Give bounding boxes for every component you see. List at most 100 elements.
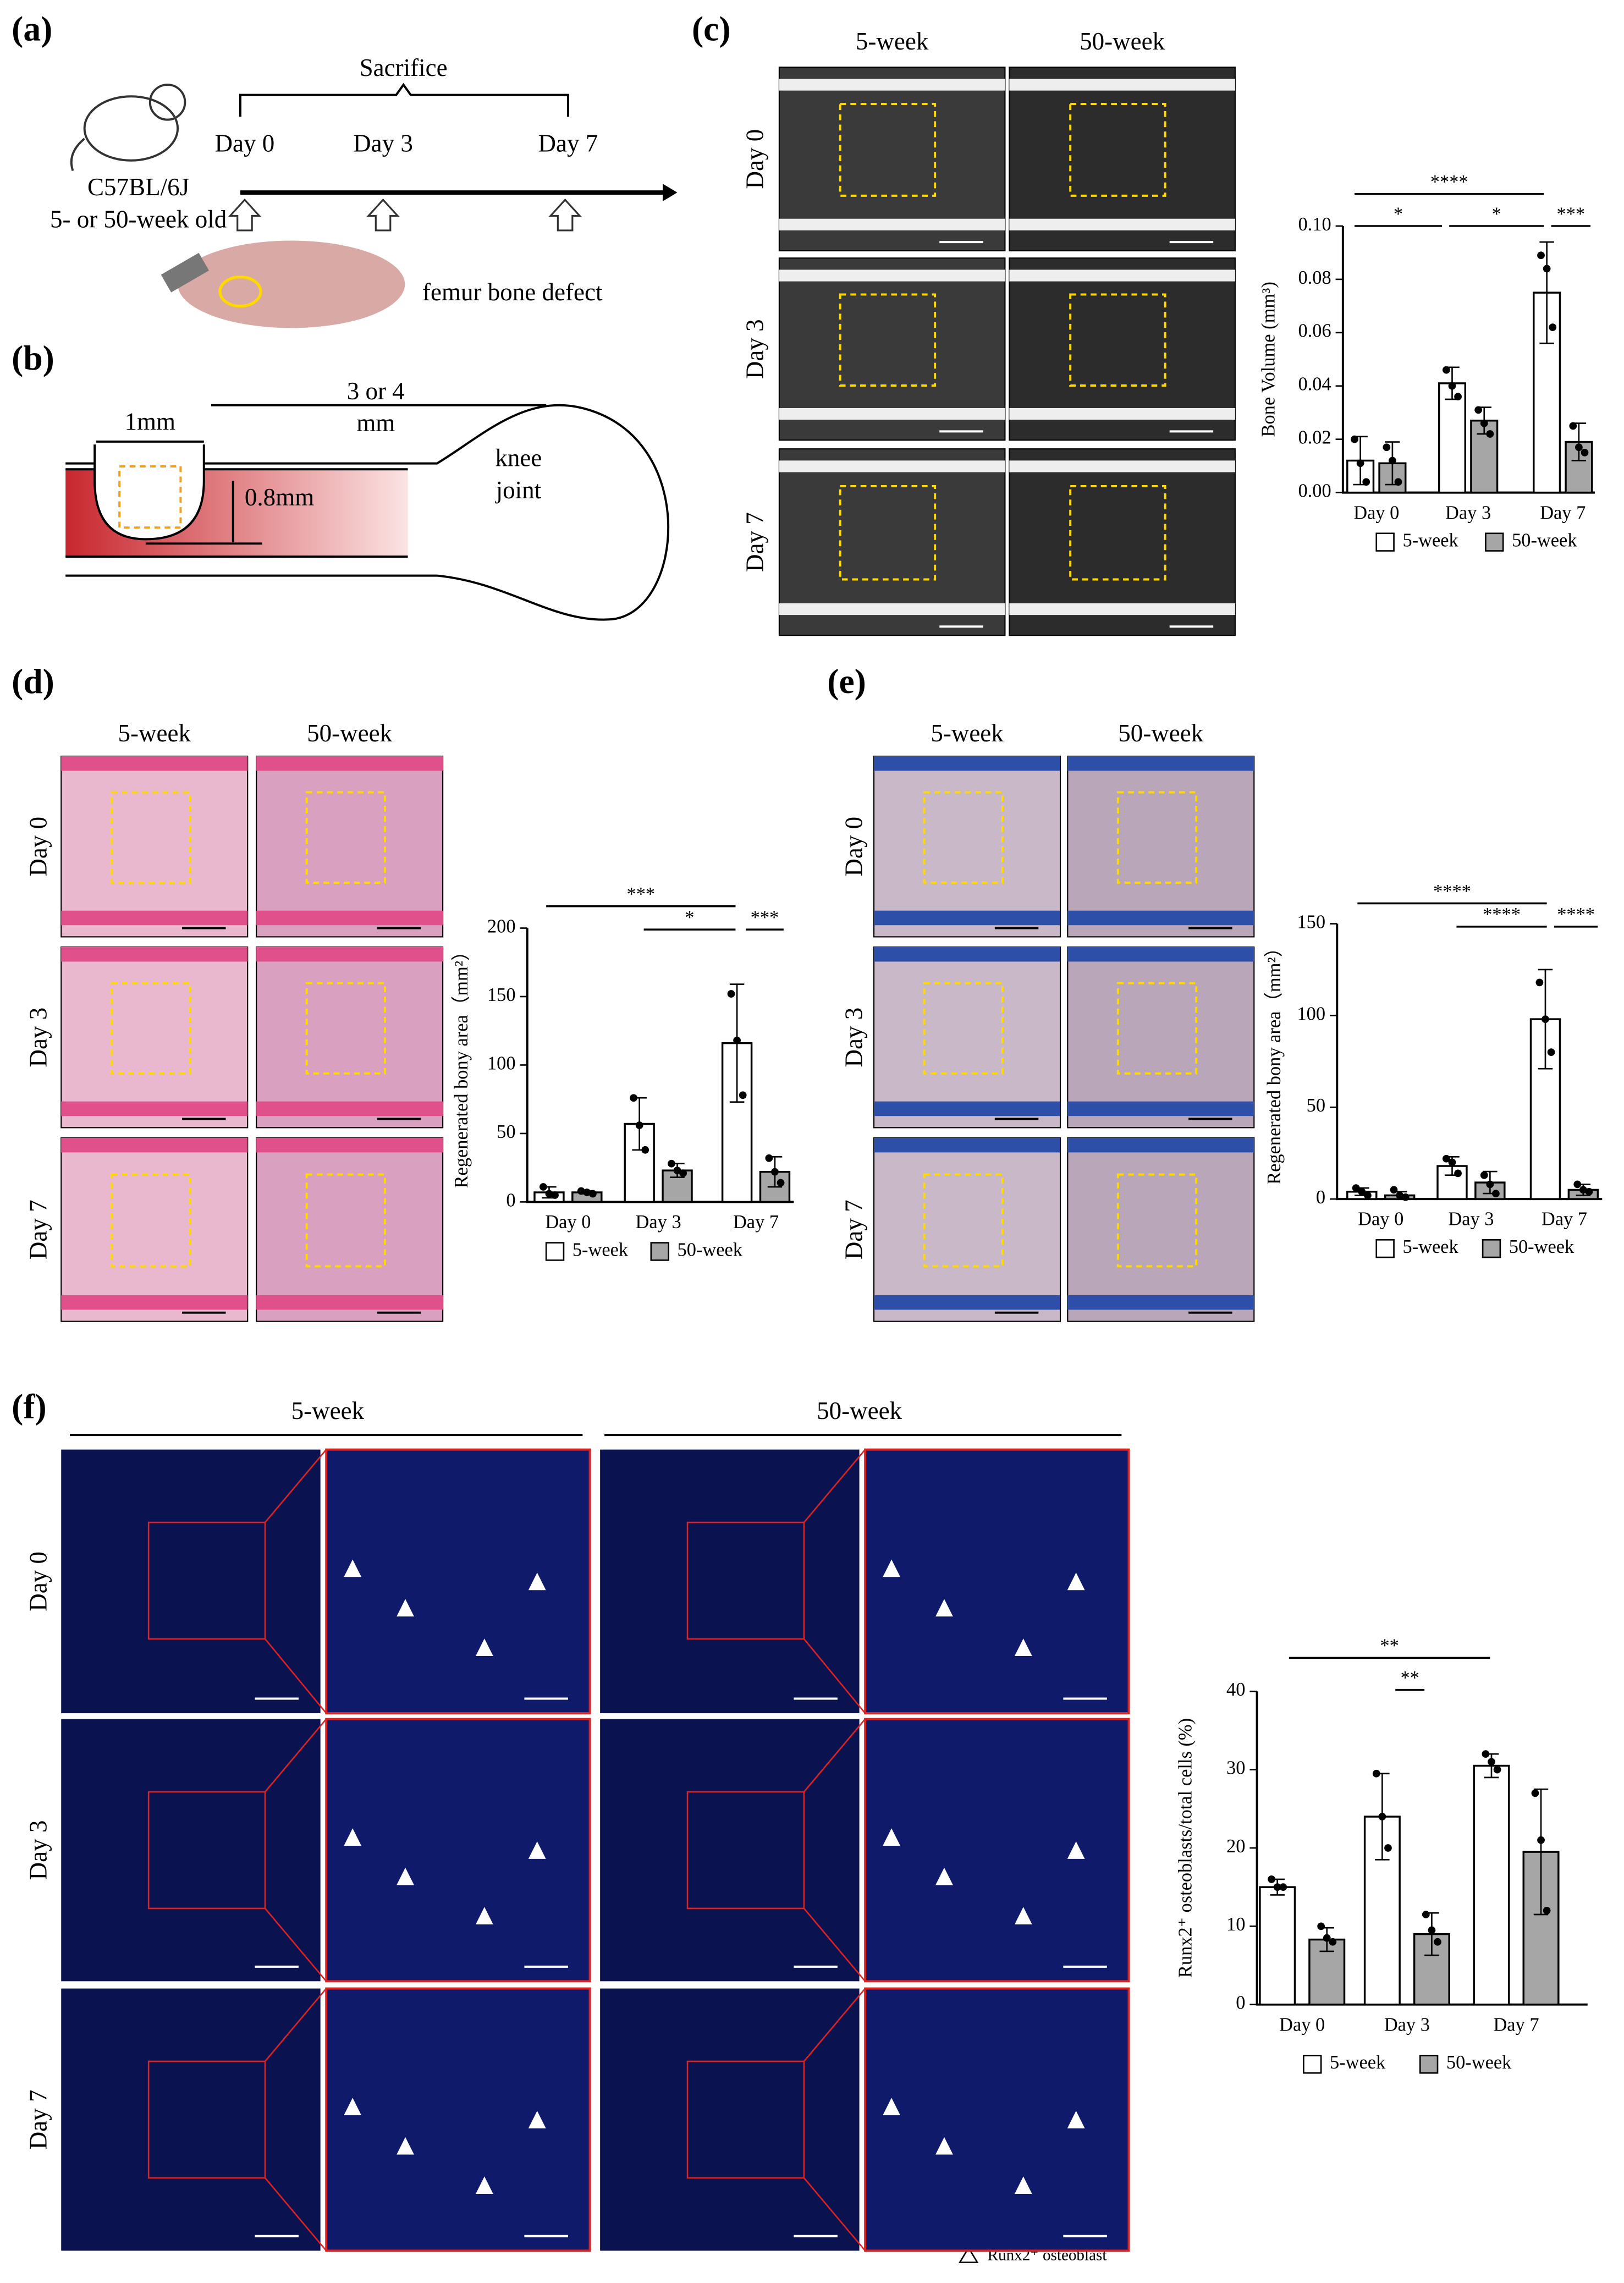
y-tick-label: 0.06 bbox=[1298, 321, 1331, 342]
bone-band bbox=[874, 1137, 1061, 1153]
bone-band bbox=[874, 910, 1061, 926]
data-point bbox=[777, 1179, 785, 1187]
bone-band bbox=[1067, 1295, 1254, 1310]
row-label: Day 0 bbox=[840, 817, 868, 877]
legend-label: 5-week bbox=[572, 1239, 629, 1260]
data-point bbox=[727, 990, 735, 998]
y-tick-label: 10 bbox=[1226, 1914, 1245, 1935]
marker-triangle bbox=[528, 1841, 546, 1859]
image bbox=[1067, 755, 1255, 938]
bone-band bbox=[779, 269, 1005, 282]
data-point bbox=[1443, 1154, 1450, 1163]
bone-band bbox=[256, 756, 443, 771]
dimension-lines bbox=[96, 404, 547, 545]
image bbox=[873, 755, 1061, 938]
data-point bbox=[1279, 1883, 1287, 1891]
legend-label: 5-week bbox=[1330, 2052, 1386, 2073]
strain: C57BL/6J bbox=[87, 173, 189, 201]
x-tick-label: Day 3 bbox=[1384, 2014, 1430, 2035]
significance-label: * bbox=[685, 907, 694, 928]
data-point bbox=[545, 1190, 553, 1198]
legend-swatch bbox=[1375, 532, 1395, 552]
legend-label: 50-week bbox=[1509, 1236, 1575, 1257]
data-point bbox=[1547, 1048, 1555, 1057]
marker-triangle bbox=[528, 2111, 546, 2128]
data-point bbox=[673, 1167, 681, 1175]
row-label: Day 3 bbox=[741, 319, 769, 379]
defect bbox=[93, 444, 205, 541]
panel-label: (b) bbox=[12, 338, 54, 377]
bone-band bbox=[1009, 460, 1235, 472]
zoom-box bbox=[147, 2060, 266, 2179]
significance-label: **** bbox=[1557, 904, 1595, 925]
y-tick-label: 0 bbox=[1316, 1187, 1325, 1208]
axis bbox=[1336, 923, 1603, 1201]
marker-triangle bbox=[1067, 1841, 1085, 1859]
y-tick-label: 50 bbox=[497, 1121, 515, 1142]
bone-band bbox=[256, 910, 443, 926]
data-point bbox=[1356, 459, 1364, 467]
legend-label: 50-week bbox=[1512, 530, 1577, 551]
roi-box bbox=[923, 1173, 1004, 1268]
roi-box bbox=[1116, 791, 1198, 884]
significance-label: **** bbox=[1433, 881, 1471, 902]
data-point bbox=[583, 1189, 591, 1196]
bone-band bbox=[874, 1101, 1061, 1116]
defect-circle bbox=[218, 276, 262, 308]
data-point bbox=[1454, 393, 1462, 401]
y-tick-label: 0.04 bbox=[1298, 374, 1331, 395]
image bbox=[600, 1719, 860, 1982]
defect-label: femur bone defect bbox=[422, 278, 603, 306]
row-label: Day 0 bbox=[741, 129, 769, 189]
image bbox=[60, 755, 249, 938]
significance-label: **** bbox=[1483, 904, 1521, 925]
x-tick-label: Day 7 bbox=[1542, 1209, 1587, 1230]
panel-label: (d) bbox=[12, 662, 54, 701]
bone-band bbox=[779, 408, 1005, 420]
panel-label: (c) bbox=[692, 9, 731, 48]
data-point bbox=[1585, 1187, 1593, 1196]
bone-band bbox=[61, 1295, 248, 1310]
data-point bbox=[1396, 1191, 1404, 1200]
x-tick-label: Day 0 bbox=[1358, 1209, 1403, 1230]
data-point bbox=[1372, 1769, 1380, 1778]
x-tick-label: Day 0 bbox=[1353, 502, 1399, 523]
x-tick-label: Day 7 bbox=[733, 1212, 779, 1233]
legend-swatch bbox=[1303, 2055, 1322, 2074]
day-label: Day 0 bbox=[215, 130, 275, 157]
data-point bbox=[1486, 1180, 1494, 1189]
bone-band bbox=[1067, 947, 1254, 962]
zoom-box bbox=[686, 1791, 805, 1910]
zoom-line bbox=[803, 1449, 866, 1523]
data-point bbox=[771, 1168, 779, 1176]
bracket bbox=[239, 82, 569, 117]
marker-triangle bbox=[883, 2098, 900, 2115]
y-tick-label: 0.10 bbox=[1298, 214, 1331, 235]
image bbox=[325, 1448, 591, 1714]
data-point bbox=[1329, 1938, 1337, 1946]
data-point bbox=[733, 1036, 741, 1044]
bone-band bbox=[1067, 910, 1254, 926]
data-point bbox=[1535, 978, 1544, 987]
age: 5- or 50-week old bbox=[50, 205, 227, 233]
row-label: Day 0 bbox=[24, 817, 52, 877]
row-label: Day 3 bbox=[24, 1008, 52, 1068]
marker-triangle bbox=[1067, 1572, 1085, 1591]
marker-triangle bbox=[1067, 2111, 1085, 2128]
y-tick-label: 200 bbox=[487, 916, 516, 937]
y-tick-label: 150 bbox=[487, 984, 516, 1005]
data-point bbox=[1492, 1190, 1500, 1197]
y-tick-label: 40 bbox=[1226, 1679, 1245, 1700]
zoom-box bbox=[147, 1791, 266, 1910]
mouse-icon bbox=[70, 84, 186, 171]
bone-band bbox=[874, 947, 1061, 962]
triangle-legend bbox=[958, 2246, 979, 2263]
y-tick-label: 150 bbox=[1297, 911, 1325, 932]
image bbox=[1067, 946, 1255, 1129]
bone-band bbox=[256, 1137, 443, 1153]
bone-band bbox=[779, 460, 1005, 472]
legend-swatch bbox=[650, 1242, 669, 1261]
marker-triangle bbox=[344, 1828, 362, 1846]
column-header: 50-week bbox=[1080, 27, 1165, 55]
data-point bbox=[641, 1146, 649, 1154]
